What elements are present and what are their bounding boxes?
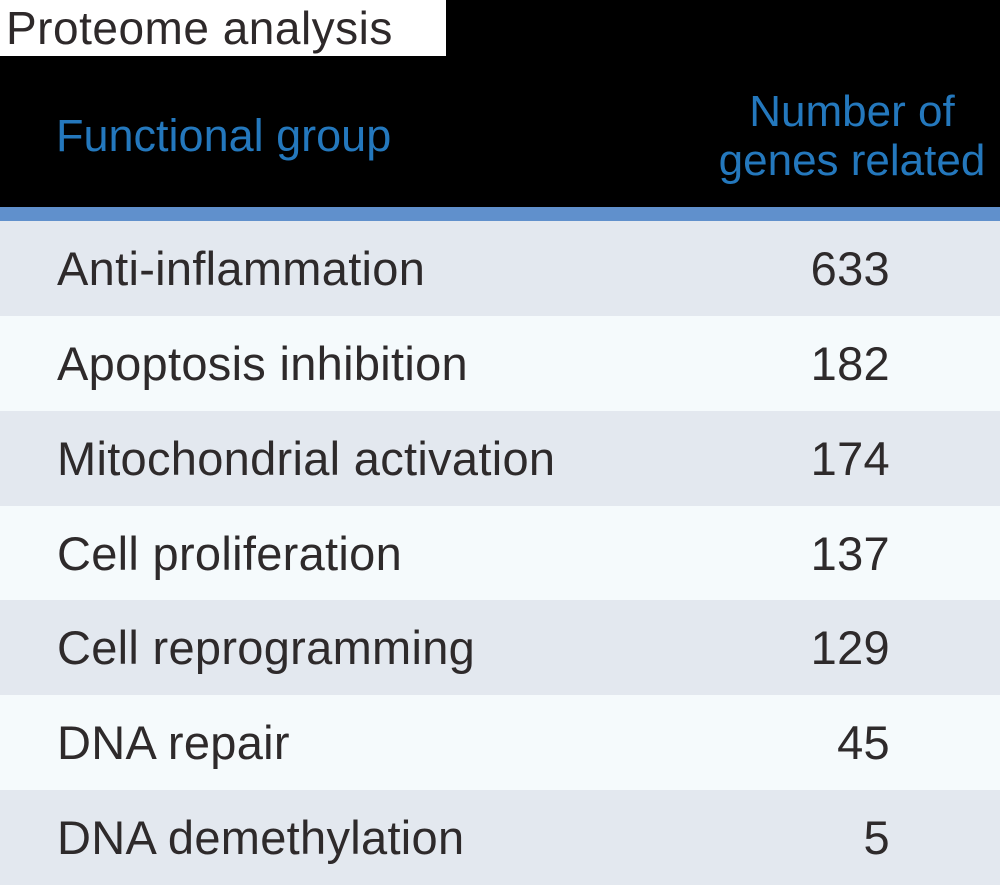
column-header-genes-related: Number of genes related	[702, 87, 1000, 185]
genes-count-cell: 633	[810, 241, 890, 295]
functional-group-cell: Cell proliferation	[57, 526, 403, 580]
functional-group-cell: DNA demethylation	[57, 811, 465, 865]
title-background-notch	[0, 0, 446, 56]
functional-group-cell: Cell reprogramming	[57, 621, 476, 675]
genes-count-cell: 5	[863, 811, 890, 865]
header-accent-bar	[0, 207, 1000, 221]
column-header-genes-related-line1: Number of	[749, 87, 955, 136]
genes-count-cell: 129	[810, 621, 890, 675]
table-row: Apoptosis inhibition 182	[0, 315, 1000, 411]
genes-count-cell: 182	[810, 336, 890, 390]
functional-group-cell: Mitochondrial activation	[57, 431, 556, 485]
genes-count-cell: 137	[810, 526, 890, 580]
table-row: DNA repair 45	[0, 695, 1000, 791]
table-row: Mitochondrial activation 174	[0, 410, 1000, 506]
page-title: Proteome analysis	[6, 2, 393, 54]
column-header-functional-group: Functional group	[56, 110, 392, 161]
genes-count-cell: 45	[837, 716, 890, 770]
genes-count-cell: 174	[810, 431, 890, 485]
column-header-genes-related-line2: genes related	[718, 136, 986, 185]
functional-group-cell: Apoptosis inhibition	[57, 336, 468, 390]
functional-group-cell: DNA repair	[57, 716, 290, 770]
functional-group-cell: Anti-inflammation	[57, 241, 426, 295]
table-row: Cell reprogramming 129	[0, 600, 1000, 696]
table-header-band: Proteome analysis Functional group Numbe…	[0, 0, 1000, 207]
table-row: DNA demethylation 5	[0, 790, 1000, 885]
table-row: Anti-inflammation 633	[0, 221, 1000, 316]
table-row: Cell proliferation 137	[0, 505, 1000, 601]
table-body: Anti-inflammation 633 Apoptosis inhibition…	[0, 221, 1000, 885]
